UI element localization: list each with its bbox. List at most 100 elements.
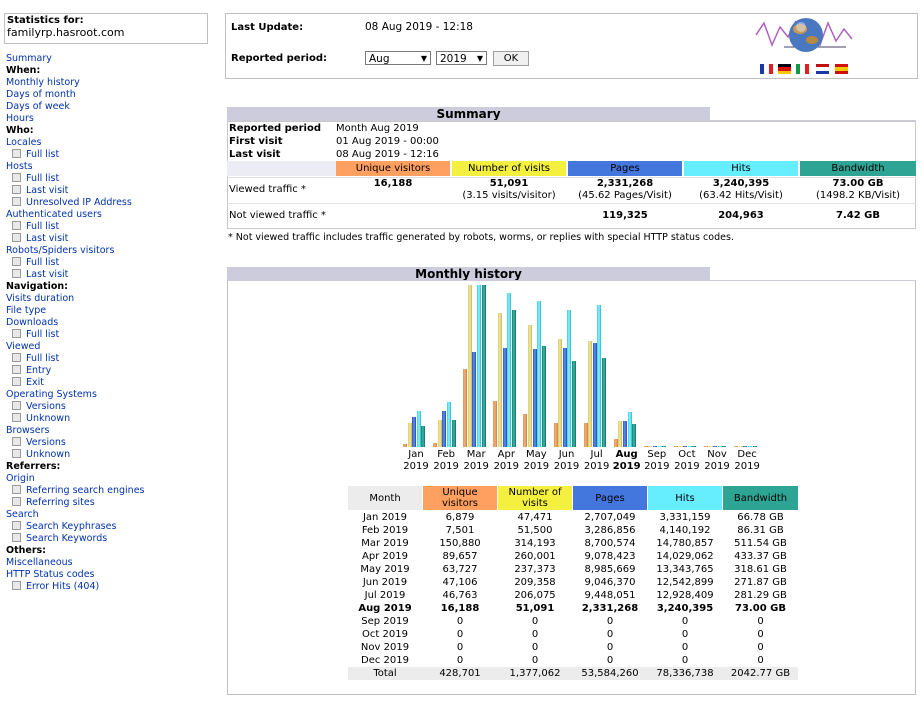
menu-item[interactable]: Downloads [6, 317, 211, 329]
table-cell: 0 [531, 629, 539, 640]
menu-item[interactable]: Viewed [6, 341, 211, 353]
menu-subitem[interactable]: Full list [6, 257, 211, 269]
table-cell: 0 [456, 655, 464, 666]
last-update-value: 08 Aug 2019 - 12:18 [365, 21, 473, 33]
table-total-row: Total 428,701 1,377,062 53,584,260 78,336,73… [348, 667, 798, 680]
menu-subitem[interactable]: Unknown [6, 413, 211, 425]
chevron-down-icon: ▼ [476, 54, 483, 63]
summary-title-line [227, 120, 916, 121]
menu-subitem[interactable]: Last visit [6, 269, 211, 281]
menu-subitem[interactable]: Error Hits (404) [6, 581, 211, 593]
menu-item[interactable]: Days of month [6, 89, 211, 101]
menu-item[interactable]: Monthly history [6, 77, 211, 89]
table-cell: 63,727 [442, 564, 478, 575]
menu-item[interactable]: Browsers [6, 425, 211, 437]
menu-subitem[interactable]: Full list [6, 173, 211, 185]
bullet-icon [12, 533, 21, 542]
awstats-logo-icon [755, 18, 853, 52]
menu-item[interactable]: Origin [6, 473, 211, 485]
x-tick-label: Nov 2019 [702, 449, 732, 473]
flag-fr-icon[interactable] [760, 64, 773, 74]
menu-subitem[interactable]: Last visit [6, 233, 211, 245]
menu-item[interactable]: Visits duration [6, 293, 211, 305]
menu-item-label: Last visit [26, 269, 69, 280]
flag-es-icon[interactable] [835, 64, 848, 74]
year-select[interactable]: 2019 ▼ [436, 51, 487, 65]
monthly-history-box [227, 281, 916, 695]
menu-subitem[interactable]: Referring search engines [6, 485, 211, 497]
menu-item[interactable]: Hours [6, 113, 211, 125]
x-tick-month: Jan [408, 449, 424, 460]
table-row: May 2019 63,727 237,373 8,985,669 13,343,765… [348, 563, 798, 576]
ok-button[interactable]: OK [493, 51, 529, 66]
menu-subitem[interactable]: Full list [6, 149, 211, 161]
menu-item[interactable]: HTTP Status codes [6, 569, 211, 581]
menu-item[interactable]: Hosts [6, 161, 211, 173]
bullet-icon [12, 233, 21, 242]
menu-subitem[interactable]: Full list [6, 221, 211, 233]
menu-item[interactable]: Summary [6, 53, 211, 65]
viewed-bandwidth-sub: (1498.2 KB/Visit) [815, 190, 901, 201]
flag-it-icon[interactable] [796, 64, 809, 74]
table-total-cell: 2042.77 GB [730, 668, 791, 679]
menu-subitem[interactable]: Search Keyphrases [6, 521, 211, 533]
menu-subitem[interactable]: Full list [6, 353, 211, 365]
flag-de-icon[interactable] [778, 64, 791, 74]
menu-item[interactable]: Search [6, 509, 211, 521]
menu-subitem[interactable]: Search Keywords [6, 533, 211, 545]
table-cell: Oct 2019 [362, 629, 408, 640]
table-cell: Nov 2019 [360, 642, 410, 653]
menu-item[interactable]: Operating Systems [6, 389, 211, 401]
bar-pages [532, 348, 537, 447]
table-total-cell: 428,701 [439, 668, 481, 679]
menu-subitem[interactable]: Versions [6, 437, 211, 449]
menu-subitem[interactable]: Unresolved IP Address [6, 197, 211, 209]
table-cell: 13,343,765 [656, 564, 714, 575]
bar-number-of-visits [558, 339, 563, 447]
table-cell: 271.87 GB [734, 577, 787, 588]
menu-subitem[interactable]: Entry [6, 365, 211, 377]
menu-subitem[interactable]: Exit [6, 377, 211, 389]
x-tick-label: Jun 2019 [552, 449, 582, 473]
menu-item[interactable]: Robots/Spiders visitors [6, 245, 211, 257]
bar-pages [622, 421, 627, 447]
bar-unique-visitors [493, 400, 498, 447]
menu-item[interactable]: Days of week [6, 101, 211, 113]
menu-item[interactable]: Authenticated users [6, 209, 211, 221]
x-tick-label: May 2019 [521, 449, 551, 473]
menu-subitem[interactable]: Last visit [6, 185, 211, 197]
bullet-icon [12, 185, 21, 194]
table-cell: 281.29 GB [734, 590, 787, 601]
menu-item[interactable]: File type [6, 305, 211, 317]
flag-nl-icon[interactable] [816, 64, 829, 74]
menu-item[interactable]: Miscellaneous [6, 557, 211, 569]
table-cell: 0 [681, 629, 689, 640]
month-select[interactable]: Aug ▼ [365, 51, 431, 65]
menu-item[interactable]: Locales [6, 137, 211, 149]
menu-item-label: Referrers: [6, 461, 61, 472]
summary-period-label: Reported period [229, 123, 321, 134]
menu-item-label: Days of week [6, 101, 70, 112]
menu-item-label: Referring sites [26, 497, 95, 508]
bar-number-of-visits [648, 446, 653, 447]
menu-item-label: Unknown [26, 413, 71, 424]
bar-number-of-visits [678, 446, 683, 447]
menu-subitem[interactable]: Versions [6, 401, 211, 413]
bar-hits [717, 446, 722, 447]
x-tick-month: Dec [737, 449, 757, 460]
menu-item-label: Summary [6, 53, 52, 64]
left-menu: Statistics for: familyrp.hasroot.com Sum… [0, 0, 215, 704]
table-cell: 0 [606, 629, 614, 640]
table-cell: 9,448,051 [584, 590, 636, 601]
menu-subitem[interactable]: Unknown [6, 449, 211, 461]
header-box: Last Update: 08 Aug 2019 - 12:18 Reporte… [225, 13, 918, 79]
viewed-visits: 51,091 [489, 178, 529, 189]
menu-subitem[interactable]: Referring sites [6, 497, 211, 509]
bullet-icon [12, 377, 21, 386]
menu-heading: When: [6, 65, 211, 77]
bullet-icon [12, 173, 21, 182]
header-blank [227, 161, 336, 176]
menu-subitem[interactable]: Full list [6, 329, 211, 341]
header-hits: Hits [684, 161, 798, 176]
menu-item-label: Hosts [6, 161, 33, 172]
